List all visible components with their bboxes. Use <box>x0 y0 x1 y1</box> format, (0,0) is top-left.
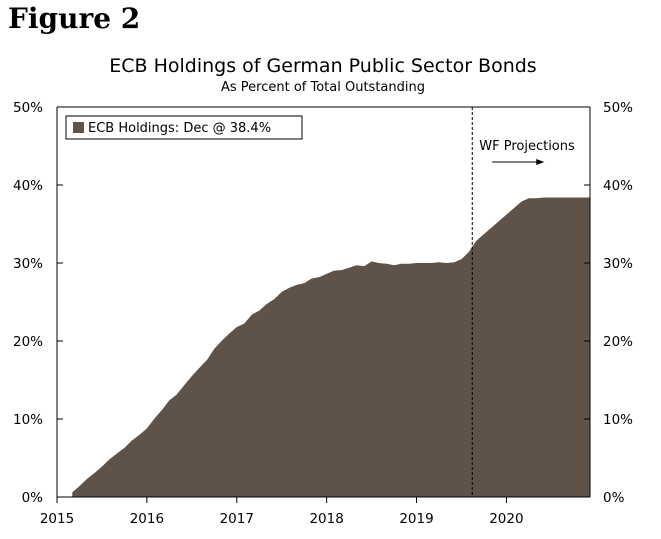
annotation-layer: WF Projections <box>471 107 575 497</box>
legend-box <box>65 115 303 140</box>
y-tick-label-right: 10% <box>603 412 633 428</box>
x-tick-label: 2020 <box>489 511 523 527</box>
projection-arrow-head <box>536 159 545 165</box>
y-tick-label-left: 20% <box>13 334 43 350</box>
area-series-0 <box>72 197 591 497</box>
x-tick-label: 2017 <box>220 511 254 527</box>
y-tick-label-left: 0% <box>22 490 44 506</box>
x-tick-label: 2016 <box>130 511 164 527</box>
y-tick-label-right: 30% <box>603 256 633 272</box>
area-layer <box>72 197 591 497</box>
y-tick-label-right: 20% <box>603 334 633 350</box>
figure-label: Figure 2 <box>8 2 141 35</box>
axes-layer: 0% 10% 20% 30% 40% 50% 0% 10% 20% 30% 40% 50% 2015 20… <box>13 100 633 527</box>
x-tick-label: 2018 <box>309 511 343 527</box>
legend: ECB Holdings: Dec @ 38.4% <box>65 115 303 140</box>
legend-swatch <box>73 122 84 133</box>
projection-label: WF Projections <box>479 139 575 154</box>
y-tick-label-left: 10% <box>13 412 43 428</box>
legend-label: ECB Holdings: Dec @ 38.4% <box>88 121 271 136</box>
x-tick-label: 2015 <box>40 511 74 527</box>
y-tick-label-left: 50% <box>13 100 43 116</box>
x-tick-label: 2019 <box>399 511 433 527</box>
y-tick-label-left: 30% <box>13 256 43 272</box>
chart-subtitle: As Percent of Total Outstanding <box>220 80 425 95</box>
y-tick-label-right: 40% <box>603 178 633 194</box>
y-tick-label-left: 40% <box>13 178 43 194</box>
y-tick-label-right: 0% <box>603 490 625 506</box>
y-tick-label-right: 50% <box>603 100 633 116</box>
chart-title: ECB Holdings of German Public Sector Bon… <box>109 55 537 77</box>
